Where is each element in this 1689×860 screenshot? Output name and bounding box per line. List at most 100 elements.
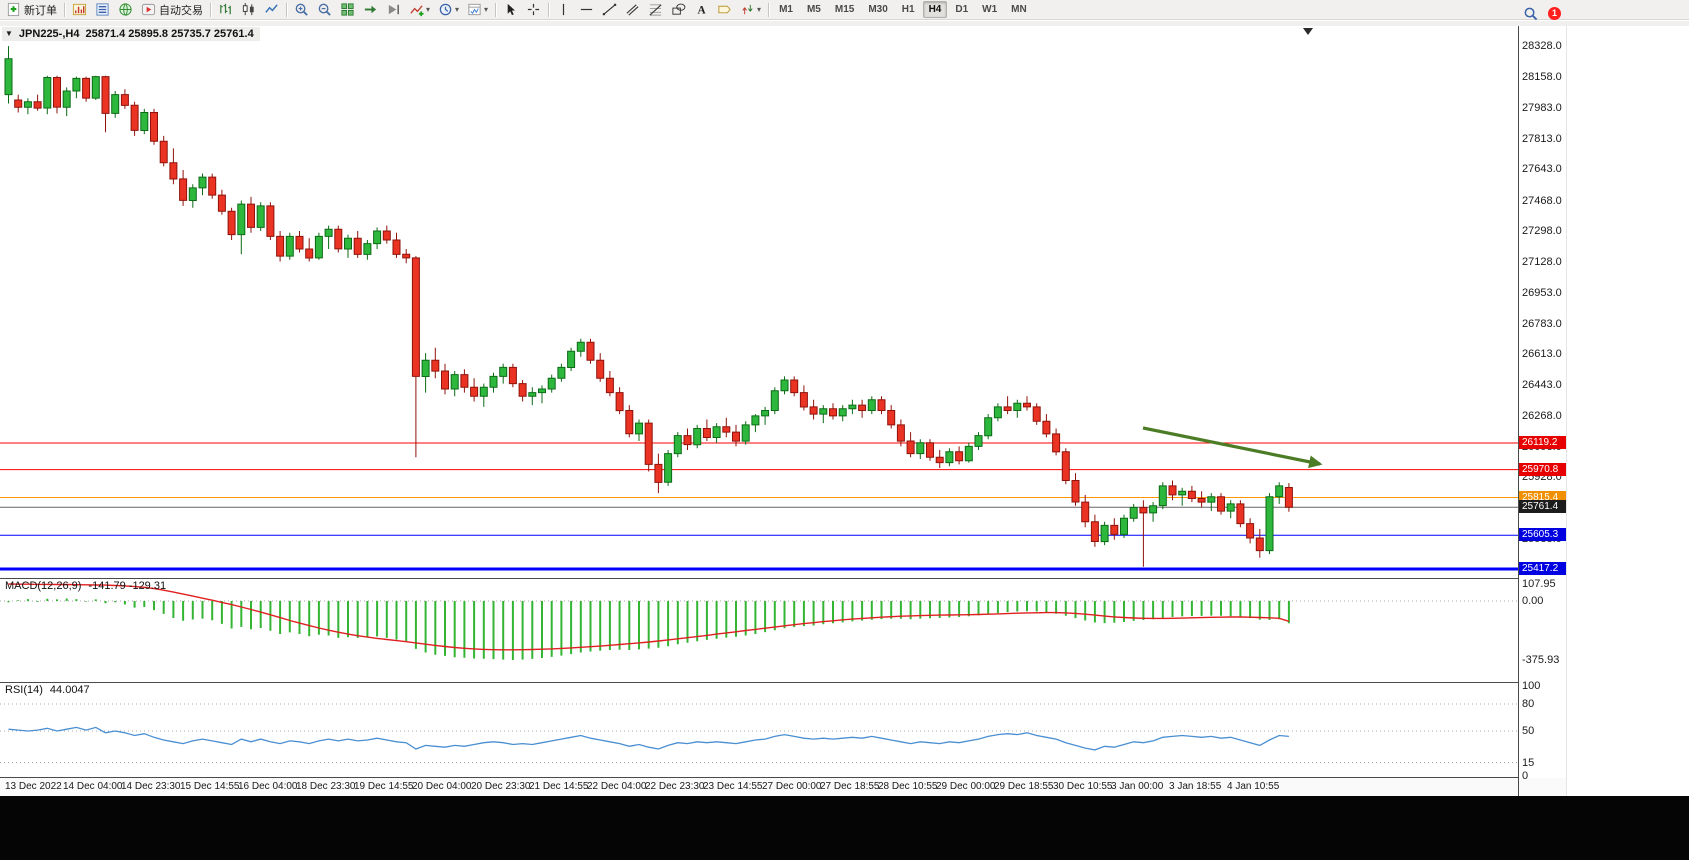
time-axis-label: 14 Dec 04:00 <box>63 781 123 792</box>
timeframe-d1[interactable]: D1 <box>955 4 969 15</box>
macd-panel-canvas[interactable] <box>0 579 1518 682</box>
time-axis-label: 29 Dec 00:00 <box>936 781 996 792</box>
time-axis-label: 27 Dec 18:55 <box>820 781 880 792</box>
trend-arrow-annotation[interactable] <box>1142 426 1323 469</box>
rsi-value: 44.0047 <box>49 684 90 696</box>
time-axis-label: 22 Dec 23:30 <box>645 781 705 792</box>
text-label-button[interactable] <box>713 0 736 20</box>
shapes-button[interactable] <box>667 0 690 20</box>
zoom-out-button[interactable] <box>313 0 336 20</box>
chart-title-bar: ▼ JPN225-,H4 25871.4 25895.8 25735.7 257… <box>2 27 260 41</box>
clock-icon <box>438 2 453 17</box>
candlestick-series <box>4 46 1293 567</box>
timeframe-m30[interactable]: M30 <box>868 4 888 15</box>
line-chart-button[interactable] <box>260 0 283 20</box>
chevron-down-icon: ▾ <box>455 5 460 14</box>
community-button[interactable] <box>114 0 137 20</box>
horizontal-line-button[interactable] <box>575 0 598 20</box>
window-edge-strip <box>0 21 1689 26</box>
rsi-panel-canvas[interactable] <box>0 683 1518 777</box>
panel-separator[interactable] <box>0 578 1518 579</box>
equidistant-channel-button[interactable] <box>621 0 644 20</box>
time-axis-label: 23 Dec 14:55 <box>703 781 763 792</box>
chart-shift-button[interactable] <box>382 0 405 20</box>
timeframe-h4[interactable]: H4 <box>922 1 948 18</box>
auto-trading-button[interactable]: 自动交易 <box>137 0 207 20</box>
trendline-button[interactable] <box>598 0 621 20</box>
price-tag-25970.8: 25970.8 <box>1519 463 1566 476</box>
time-axis-label: 14 Dec 23:30 <box>121 781 181 792</box>
label-icon <box>717 2 732 17</box>
chevron-down-icon: ▾ <box>484 5 489 14</box>
time-axis-label: 16 Dec 04:00 <box>238 781 298 792</box>
main-chart-canvas[interactable] <box>0 26 1518 578</box>
templates-button[interactable]: ▾ <box>463 0 492 20</box>
arrows-button[interactable]: ▾ <box>736 0 765 20</box>
auto-trading-icon <box>141 2 156 17</box>
price-tag-25605.3: 25605.3 <box>1519 528 1566 541</box>
market-watch-button[interactable] <box>91 0 114 20</box>
chevron-down-icon: ▾ <box>757 5 762 14</box>
price-axis-label: 26443.0 <box>1522 379 1562 391</box>
time-axis-label: 29 Dec 18:55 <box>994 781 1054 792</box>
auto-scroll-button[interactable] <box>359 0 382 20</box>
notification-badge[interactable]: 1 <box>1548 6 1561 20</box>
trendline-icon <box>602 2 617 17</box>
indicator-icon <box>409 2 424 17</box>
timeframe-mn[interactable]: MN <box>1011 4 1027 15</box>
chart-shift-marker[interactable] <box>1303 28 1313 35</box>
timeframe-m1[interactable]: M1 <box>779 4 793 15</box>
vline-icon <box>556 2 571 17</box>
fibonacci-button[interactable] <box>644 0 667 20</box>
chart-symbol-period: JPN225-,H4 <box>18 28 80 40</box>
new-order-icon <box>6 2 21 17</box>
rsi-line <box>8 726 1289 751</box>
periods-button[interactable]: ▾ <box>434 0 463 20</box>
toolbar-button-label: 自动交易 <box>159 4 203 17</box>
timeframe-h1[interactable]: H1 <box>901 4 915 15</box>
price-axis-label: 28158.0 <box>1522 71 1562 83</box>
toolbar-separator <box>210 2 211 17</box>
crosshair-button[interactable] <box>522 0 545 20</box>
svg-text:A: A <box>697 5 706 17</box>
macd-axis-label: 0.00 <box>1522 595 1544 607</box>
time-axis-label: 3 Jan 00:00 <box>1111 781 1164 792</box>
toolbar-separator <box>548 2 550 17</box>
vertical-line-button[interactable] <box>552 0 575 20</box>
time-axis-label: 4 Jan 10:55 <box>1227 781 1280 792</box>
chart-menu-icon[interactable]: ▼ <box>5 29 13 38</box>
price-axis-label: 26953.0 <box>1522 287 1562 299</box>
time-axis-label: 13 Dec 2022 <box>5 781 62 792</box>
search-button[interactable] <box>1519 3 1542 23</box>
timeframe-m15[interactable]: M15 <box>834 4 855 15</box>
new-order-button[interactable]: 新订单 <box>2 0 61 20</box>
panel-separator[interactable] <box>0 682 1518 683</box>
zoom-in-icon <box>294 2 309 17</box>
autoscroll-icon <box>363 2 378 17</box>
text-button[interactable]: A <box>690 0 713 20</box>
search-icon <box>1523 6 1538 21</box>
toolbar-right: 1 <box>1519 3 1561 23</box>
timeframe-m5[interactable]: M5 <box>806 4 821 15</box>
macd-histogram <box>7 598 1290 660</box>
time-axis[interactable]: 13 Dec 2022 14 Dec 04:00 14 Dec 23:30 15 De… <box>0 778 1566 796</box>
zoom-out-icon <box>317 2 332 17</box>
rsi-axis-label: 0 <box>1522 770 1529 782</box>
charts-toolbar-button[interactable] <box>68 0 91 20</box>
chart-ohlc-values: 25871.4 25895.8 25735.7 25761.4 <box>85 28 254 40</box>
candlestick-chart-button[interactable] <box>237 0 260 20</box>
price-axis-label: 26783.0 <box>1522 318 1562 330</box>
price-axis[interactable]: 28328.0 28158.0 27983.0 27813.0 27643.0 27468… <box>1519 0 1639 796</box>
cursor-button[interactable] <box>499 0 522 20</box>
toolbar-separator <box>64 2 65 17</box>
bar-chart-button[interactable] <box>214 0 237 20</box>
channel-icon <box>625 2 640 17</box>
time-axis-label: 3 Jan 18:55 <box>1169 781 1222 792</box>
indicators-button[interactable]: ▾ <box>405 0 434 20</box>
timeframe-w1[interactable]: W1 <box>982 4 998 15</box>
price-tag-26119.2: 26119.2 <box>1519 436 1566 449</box>
price-axis-label: 27643.0 <box>1522 163 1562 175</box>
zoom-in-button[interactable] <box>290 0 313 20</box>
tile-windows-button[interactable] <box>336 0 359 20</box>
rsi-axis-label: 50 <box>1522 725 1535 737</box>
